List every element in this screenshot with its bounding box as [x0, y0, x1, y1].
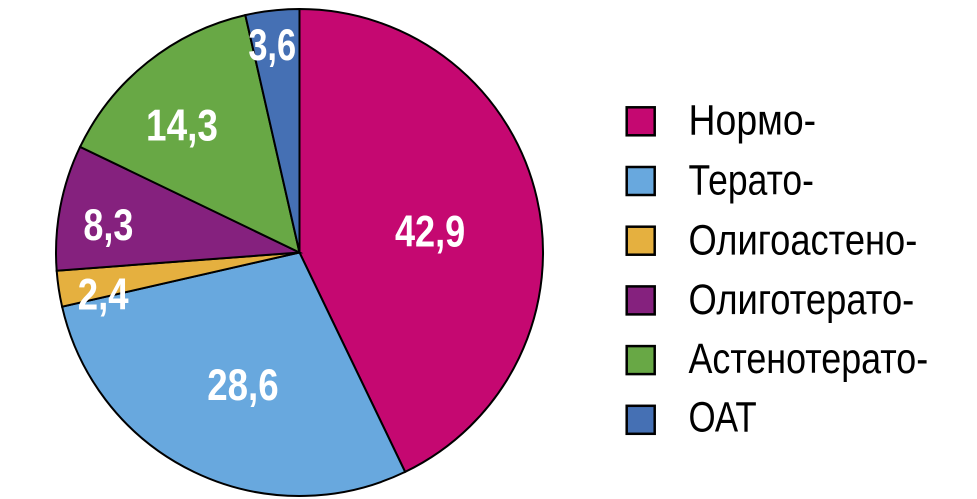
- svg-text:14,3: 14,3: [146, 100, 218, 150]
- svg-text:Астенотерато-: Астенотерато-: [689, 335, 929, 383]
- svg-text:Олиготерато-: Олиготерато-: [689, 276, 915, 324]
- svg-text:3,6: 3,6: [248, 21, 296, 70]
- svg-text:28,6: 28,6: [207, 360, 278, 410]
- svg-text:Терато-: Терато-: [689, 156, 814, 204]
- svg-text:ОАТ: ОАТ: [689, 394, 757, 441]
- svg-text:42,9: 42,9: [395, 206, 465, 256]
- svg-text:Олигоастено-: Олигоастено-: [689, 217, 918, 265]
- svg-text:Нормо-: Нормо-: [689, 96, 817, 144]
- svg-text:8,3: 8,3: [83, 199, 133, 250]
- svg-text:2,4: 2,4: [78, 269, 129, 319]
